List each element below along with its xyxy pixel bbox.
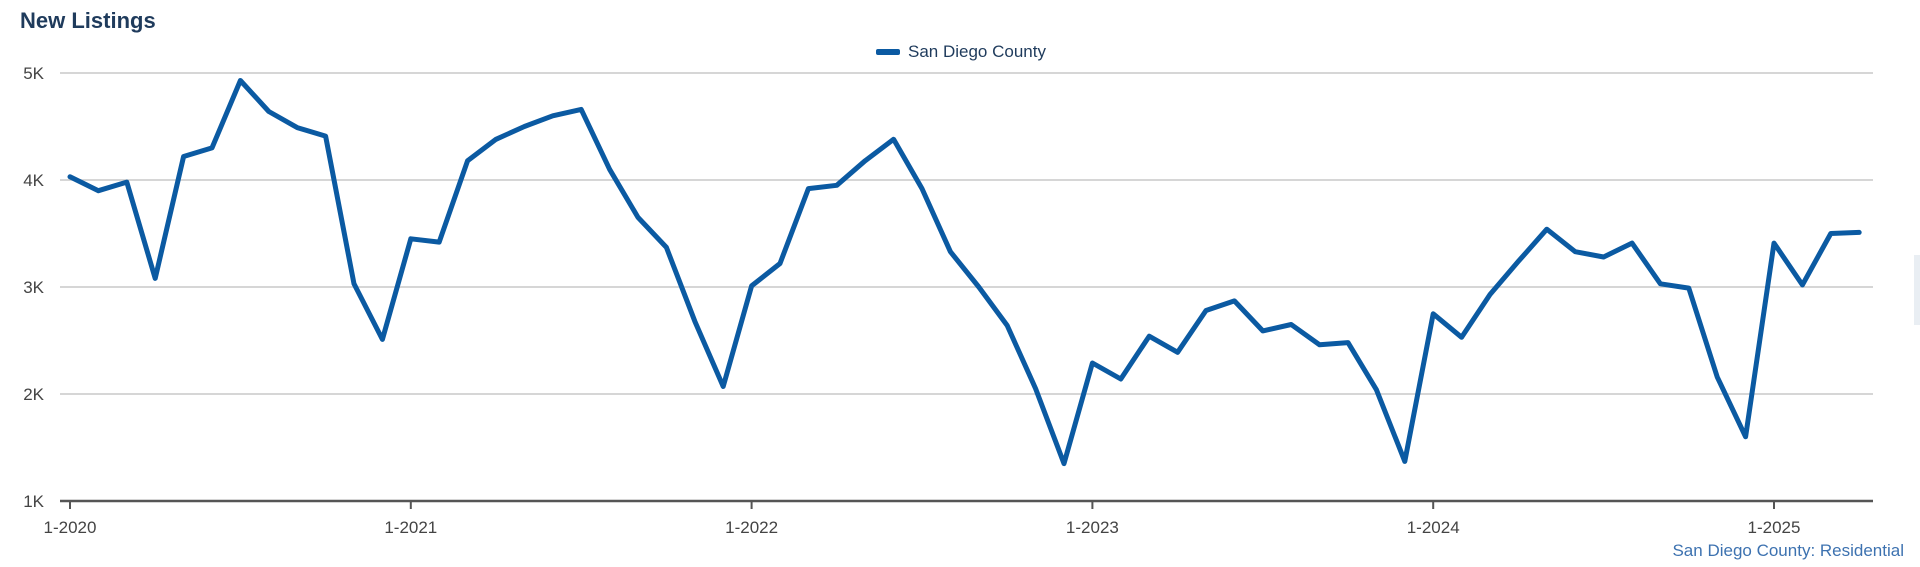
x-tick-label: 1-2022 <box>725 518 778 537</box>
legend-label: San Diego County <box>908 42 1046 61</box>
scroll-handle[interactable] <box>1914 255 1920 325</box>
footer-note[interactable]: San Diego County: Residential <box>1672 541 1904 560</box>
y-tick-label: 1K <box>23 492 44 511</box>
series-line-san-diego-county <box>67 78 1862 467</box>
x-tick-label: 1-2020 <box>44 518 97 537</box>
legend-swatch <box>876 49 900 55</box>
x-tick-label: 1-2025 <box>1748 518 1801 537</box>
y-tick-label: 5K <box>23 64 44 83</box>
x-tick-label: 1-2024 <box>1407 518 1460 537</box>
legend[interactable]: San Diego County <box>876 42 1046 62</box>
chart-title: New Listings <box>20 8 156 33</box>
x-tick-label: 1-2021 <box>384 518 437 537</box>
y-tick-label: 2K <box>23 385 44 404</box>
x-tick-label: 1-2023 <box>1066 518 1119 537</box>
y-tick-label: 3K <box>23 278 44 297</box>
y-tick-label: 4K <box>23 171 44 190</box>
